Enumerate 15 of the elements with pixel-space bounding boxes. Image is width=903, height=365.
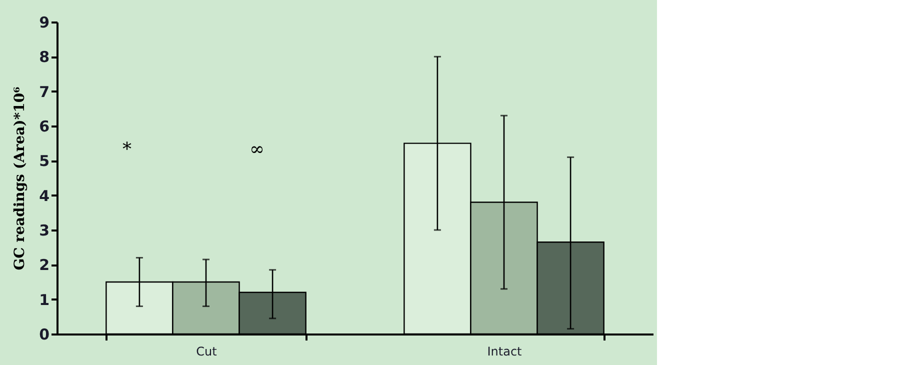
annotation: ∞: [250, 139, 264, 160]
y-tick-label: 0: [39, 326, 50, 344]
y-tick-label: 1: [39, 290, 50, 309]
y-tick-label: 2: [39, 256, 50, 274]
y-tick-label: 4: [39, 186, 50, 205]
annotation: *: [122, 139, 132, 160]
y-tick-label: 7: [39, 82, 50, 101]
y-tick-label: 3: [39, 222, 50, 240]
y-axis-title: GC readings (Area)*10⁶: [12, 86, 28, 270]
x-tick-label: Intact: [487, 344, 522, 358]
y-tick-label: 5: [39, 152, 50, 170]
y-tick-label: 6: [39, 118, 50, 136]
x-tick-label: Cut: [196, 344, 218, 358]
y-tick-label: 8: [39, 48, 50, 66]
y-tick-label: 9: [39, 14, 50, 32]
